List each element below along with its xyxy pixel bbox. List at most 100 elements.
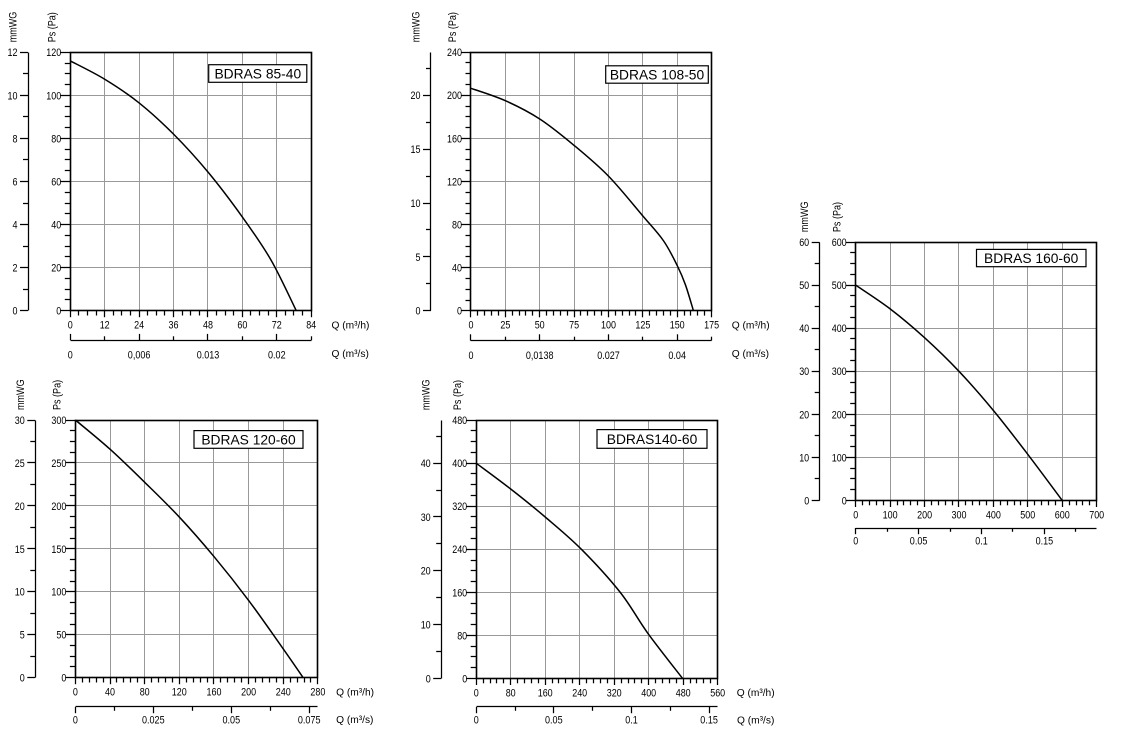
svg-text:75: 75 xyxy=(569,320,579,332)
svg-text:Ps (Pa): Ps (Pa) xyxy=(452,380,464,410)
svg-text:24: 24 xyxy=(134,320,144,332)
svg-text:BDRAS 108-50: BDRAS 108-50 xyxy=(610,67,705,82)
svg-text:160: 160 xyxy=(452,587,467,599)
svg-text:480: 480 xyxy=(676,687,691,699)
svg-text:30: 30 xyxy=(15,415,25,427)
svg-text:0: 0 xyxy=(426,673,431,685)
svg-text:36: 36 xyxy=(169,320,179,332)
svg-text:60: 60 xyxy=(51,176,61,188)
svg-text:Q (m³/s): Q (m³/s) xyxy=(332,349,369,360)
svg-text:40: 40 xyxy=(421,458,431,470)
svg-text:80: 80 xyxy=(506,687,516,699)
svg-text:0: 0 xyxy=(469,320,474,332)
svg-text:BDRAS 120-60: BDRAS 120-60 xyxy=(201,432,296,447)
svg-text:60: 60 xyxy=(799,237,809,249)
svg-text:160: 160 xyxy=(207,687,222,699)
svg-text:0: 0 xyxy=(469,350,474,362)
svg-text:0: 0 xyxy=(474,714,479,726)
svg-text:Q (m³/h): Q (m³/h) xyxy=(737,688,775,699)
svg-text:Q (m³/s): Q (m³/s) xyxy=(737,715,774,726)
svg-text:0.1: 0.1 xyxy=(975,535,988,547)
svg-text:20: 20 xyxy=(51,263,61,275)
svg-text:48: 48 xyxy=(203,320,213,332)
svg-text:BDRAS 160-60: BDRAS 160-60 xyxy=(984,251,1079,266)
svg-text:0: 0 xyxy=(804,495,809,507)
svg-text:0: 0 xyxy=(853,535,858,547)
svg-text:Q (m³/h): Q (m³/h) xyxy=(332,321,370,332)
svg-text:80: 80 xyxy=(457,630,467,642)
svg-text:150: 150 xyxy=(51,544,66,556)
svg-text:0.02: 0.02 xyxy=(268,350,286,362)
svg-text:320: 320 xyxy=(452,501,467,513)
svg-text:120: 120 xyxy=(46,47,61,59)
svg-text:600: 600 xyxy=(832,237,847,249)
svg-text:0.04: 0.04 xyxy=(668,350,686,362)
svg-text:8: 8 xyxy=(13,133,18,145)
svg-text:240: 240 xyxy=(276,687,291,699)
svg-text:30: 30 xyxy=(799,366,809,378)
svg-text:300: 300 xyxy=(51,415,66,427)
svg-text:0.05: 0.05 xyxy=(910,535,928,547)
svg-text:120: 120 xyxy=(172,687,187,699)
svg-text:0.075: 0.075 xyxy=(298,714,321,726)
svg-text:80: 80 xyxy=(140,687,150,699)
svg-text:0: 0 xyxy=(416,306,421,318)
svg-text:72: 72 xyxy=(272,320,282,332)
svg-text:Q (m³/h): Q (m³/h) xyxy=(336,687,374,698)
svg-text:0: 0 xyxy=(56,306,61,318)
svg-text:0.15: 0.15 xyxy=(1036,535,1054,547)
svg-text:mmWG: mmWG xyxy=(799,202,811,233)
svg-text:Q (m³/s): Q (m³/s) xyxy=(732,349,769,360)
svg-text:40: 40 xyxy=(105,687,115,699)
svg-text:0: 0 xyxy=(474,687,479,699)
svg-text:200: 200 xyxy=(51,501,66,513)
svg-text:160: 160 xyxy=(447,133,462,145)
svg-text:0: 0 xyxy=(457,306,462,318)
svg-text:500: 500 xyxy=(1020,509,1035,521)
svg-text:84: 84 xyxy=(306,320,316,332)
svg-text:12: 12 xyxy=(100,320,110,332)
svg-text:0: 0 xyxy=(853,509,858,521)
svg-text:Ps (Pa): Ps (Pa) xyxy=(46,12,58,42)
svg-text:10: 10 xyxy=(421,620,431,632)
svg-text:10: 10 xyxy=(8,90,18,102)
svg-text:0.027: 0.027 xyxy=(597,350,620,362)
svg-text:40: 40 xyxy=(51,220,61,232)
svg-text:200: 200 xyxy=(917,509,932,521)
svg-text:0.025: 0.025 xyxy=(142,714,165,726)
svg-text:50: 50 xyxy=(56,630,66,642)
svg-text:400: 400 xyxy=(832,323,847,335)
svg-text:0,006: 0,006 xyxy=(128,350,151,362)
svg-text:10: 10 xyxy=(411,198,421,210)
svg-text:Q (m³/h): Q (m³/h) xyxy=(732,321,770,332)
svg-text:0: 0 xyxy=(68,320,73,332)
svg-text:0: 0 xyxy=(13,306,18,318)
svg-text:240: 240 xyxy=(447,47,462,59)
svg-text:4: 4 xyxy=(13,220,18,232)
svg-text:6: 6 xyxy=(13,176,18,188)
svg-text:80: 80 xyxy=(452,220,462,232)
svg-text:300: 300 xyxy=(832,366,847,378)
svg-text:280: 280 xyxy=(310,687,325,699)
svg-text:20: 20 xyxy=(799,409,809,421)
svg-text:700: 700 xyxy=(1089,509,1104,521)
svg-text:5: 5 xyxy=(20,630,25,642)
svg-text:0.15: 0.15 xyxy=(700,714,718,726)
svg-text:Ps (Pa): Ps (Pa) xyxy=(832,202,844,232)
svg-text:150: 150 xyxy=(670,320,685,332)
svg-text:50: 50 xyxy=(799,280,809,292)
svg-text:0.013: 0.013 xyxy=(197,350,220,362)
svg-text:560: 560 xyxy=(710,687,725,699)
svg-text:15: 15 xyxy=(411,144,421,156)
svg-text:50: 50 xyxy=(535,320,545,332)
svg-text:12: 12 xyxy=(8,47,18,59)
svg-text:mmWG: mmWG xyxy=(421,380,433,411)
svg-text:300: 300 xyxy=(952,509,967,521)
svg-text:0: 0 xyxy=(61,673,66,685)
svg-text:15: 15 xyxy=(15,544,25,556)
svg-text:240: 240 xyxy=(452,544,467,556)
svg-text:0,0138: 0,0138 xyxy=(526,350,554,362)
svg-text:500: 500 xyxy=(832,280,847,292)
svg-text:0: 0 xyxy=(73,687,78,699)
svg-text:80: 80 xyxy=(51,133,61,145)
